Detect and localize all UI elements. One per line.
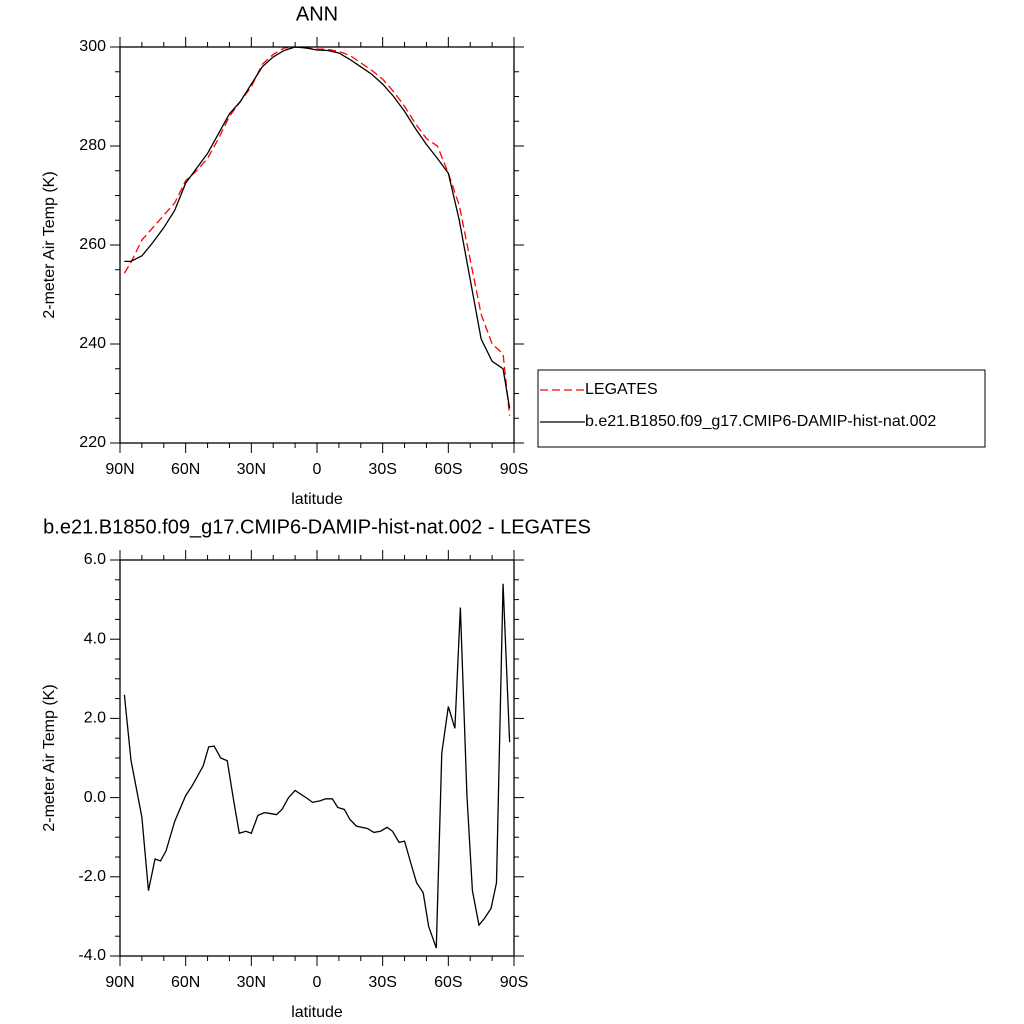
y-tick-label: 0.0 xyxy=(84,789,106,806)
plot-frame xyxy=(119,46,515,444)
legend-label: b.e21.B1850.f09_g17.CMIP6-DAMIP-hist-nat… xyxy=(585,413,936,430)
y-tick-label: 220 xyxy=(79,434,106,451)
data-line xyxy=(123,46,511,416)
y-tick-label: -4.0 xyxy=(78,947,106,964)
y-tick-label: -2.0 xyxy=(78,868,106,885)
y-tick-label: 260 xyxy=(79,236,106,253)
x-tick-label: 60N xyxy=(171,974,200,991)
x-tick-label: 90N xyxy=(105,974,134,991)
x-tick-label: 90N xyxy=(105,461,134,478)
chart-title: ANN xyxy=(296,3,338,25)
y-tick-label: 300 xyxy=(79,38,106,55)
y-axis-label: 2-meter Air Temp (K) xyxy=(41,684,58,831)
x-tick-label: 90S xyxy=(500,461,528,478)
y-tick-label: 240 xyxy=(79,335,106,352)
x-tick-label: 60S xyxy=(434,974,462,991)
legend-label: LEGATES xyxy=(585,381,658,398)
y-tick-label: 280 xyxy=(79,137,106,154)
legend-box xyxy=(537,369,986,448)
x-axis-label: latitude xyxy=(291,1004,343,1021)
x-tick-label: 30N xyxy=(237,974,266,991)
x-tick-label: 60S xyxy=(434,461,462,478)
x-tick-label: 30S xyxy=(368,461,396,478)
y-axis-label: 2-meter Air Temp (K) xyxy=(41,171,58,318)
x-tick-label: 0 xyxy=(313,974,322,991)
x-tick-label: 90S xyxy=(500,974,528,991)
x-tick-label: 0 xyxy=(313,461,322,478)
x-tick-label: 30S xyxy=(368,974,396,991)
y-tick-label: 2.0 xyxy=(84,710,106,727)
y-tick-label: 4.0 xyxy=(84,630,106,647)
x-tick-label: 30N xyxy=(237,461,266,478)
x-axis-label: latitude xyxy=(291,491,343,508)
plot-frame xyxy=(119,559,515,957)
x-tick-label: 60N xyxy=(171,461,200,478)
data-line xyxy=(124,46,511,409)
y-tick-label: 6.0 xyxy=(84,551,106,568)
data-line xyxy=(123,583,511,949)
chart-title: b.e21.B1850.f09_g17.CMIP6-DAMIP-hist-nat… xyxy=(43,516,591,538)
